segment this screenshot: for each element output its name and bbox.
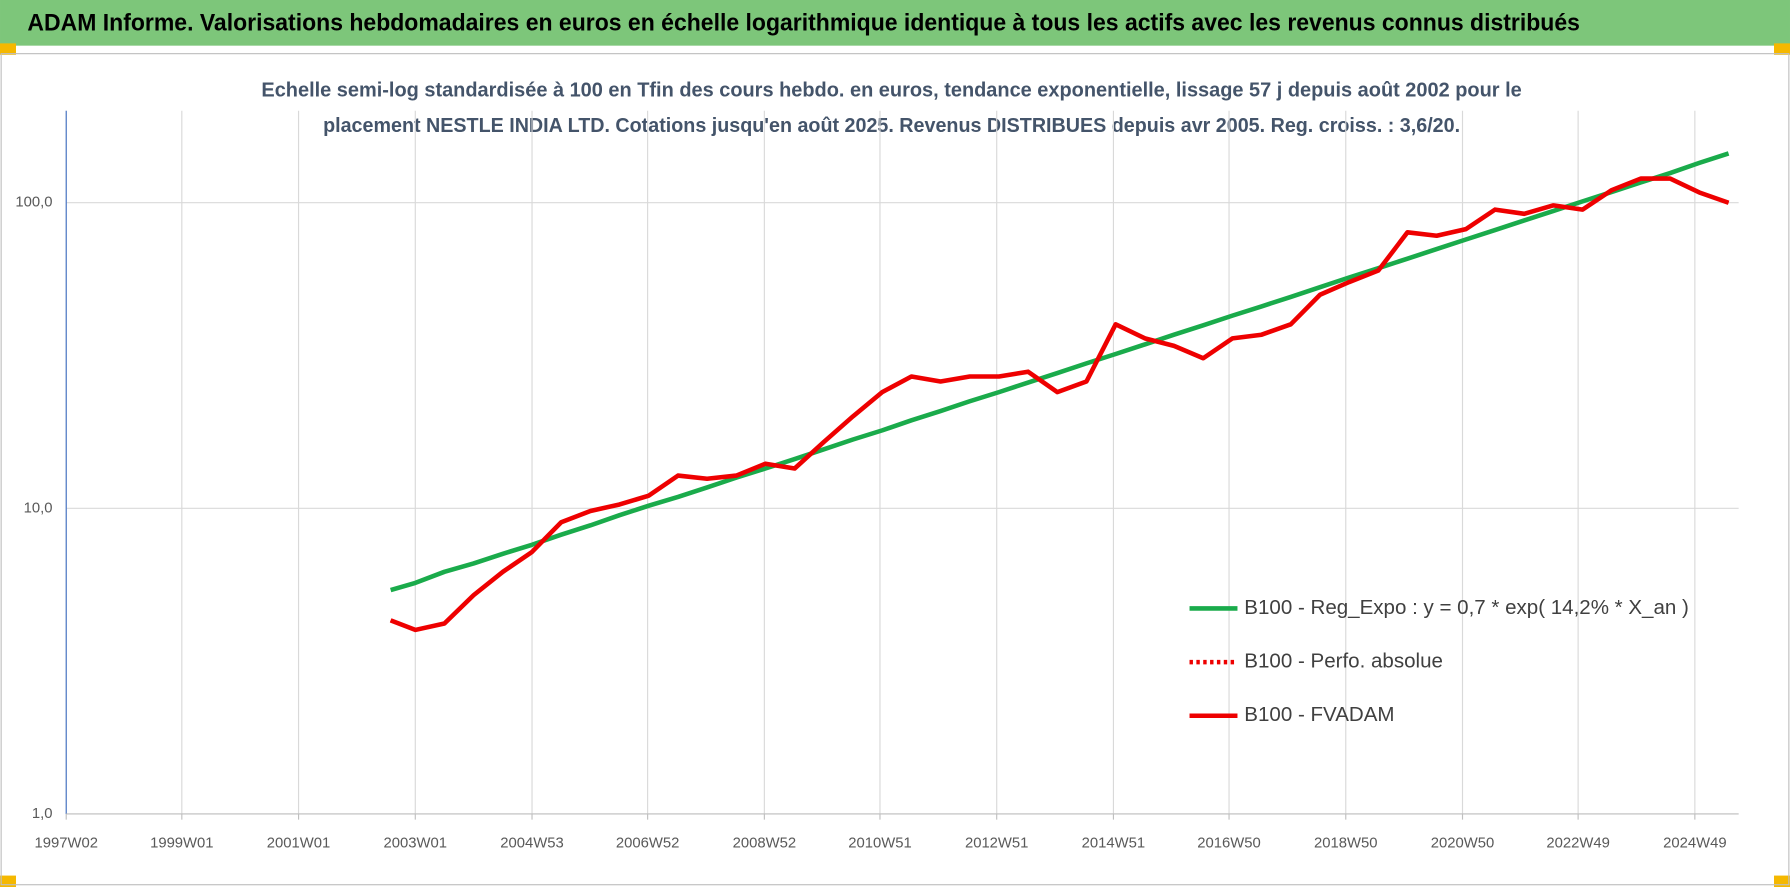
x-tick-label: 2006W52	[616, 836, 679, 852]
x-tick-label: 1997W02	[34, 836, 97, 852]
legend: B100 - Reg_Expo : y = 0,7 * exp( 14,2% *…	[1189, 596, 1689, 726]
x-tick-label: 2016W50	[1197, 836, 1260, 852]
x-tick-label: 2022W49	[1546, 836, 1609, 852]
y-tick-label: 100,0	[15, 195, 52, 211]
chart-border	[0, 53, 1790, 886]
corner-mark	[1774, 43, 1790, 55]
chart-subtitle: Echelle semi-log standardisée à 100 en T…	[261, 79, 1521, 102]
y-tick-label: 1,0	[32, 806, 53, 822]
x-tick-label: 1999W01	[150, 836, 213, 852]
x-tick-label: 2004W53	[500, 836, 563, 852]
corner-mark	[0, 875, 16, 887]
chart-subtitle: placement NESTLE INDIA LTD. Cotations ju…	[323, 114, 1460, 137]
corner-mark	[0, 43, 16, 55]
x-tick-label: 2001W01	[267, 836, 330, 852]
x-tick-label: 2010W51	[848, 836, 911, 852]
y-tick-label: 10,0	[24, 500, 53, 516]
x-tick-label: 2024W49	[1663, 836, 1726, 852]
legend-label: B100 - Reg_Expo : y = 0,7 * exp( 14,2% *…	[1244, 596, 1689, 619]
x-tick-label: 2012W51	[965, 836, 1028, 852]
series-line	[389, 176, 1730, 633]
series-line	[390, 151, 1730, 593]
corner-mark	[1774, 875, 1790, 887]
plot-area	[389, 151, 1730, 633]
chart-title: ADAM Informe. Valorisations hebdomadaire…	[27, 9, 1580, 36]
legend-label: B100 - FVADAM	[1244, 703, 1394, 726]
x-tick-label: 2008W52	[733, 836, 796, 852]
legend-label: B100 - Perfo. absolue	[1244, 650, 1443, 673]
x-tick-label: 2003W01	[384, 836, 447, 852]
x-tick-label: 2014W51	[1082, 836, 1145, 852]
title-banner	[0, 0, 1790, 46]
x-tick-label: 2018W50	[1314, 836, 1377, 852]
x-tick-label: 2020W50	[1431, 836, 1494, 852]
series-line	[390, 176, 1730, 632]
